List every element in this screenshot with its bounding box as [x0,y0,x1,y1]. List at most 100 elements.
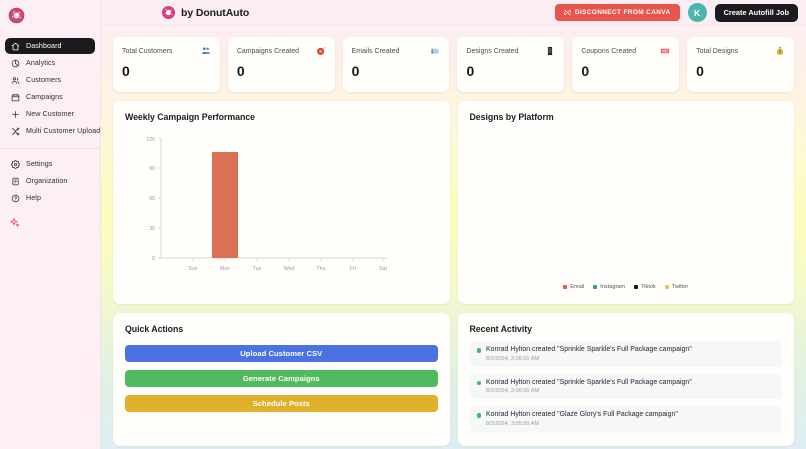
stat-head: Campaigns Created [237,46,326,56]
calendar-icon [11,93,20,101]
sidebar-item-organization[interactable]: Organization [5,173,95,189]
avatar-initial: K [693,7,701,18]
legend-label: Tiktok [641,284,656,290]
activity-body: Konrad Hylton created "Sprinkle Sparkle'… [486,379,692,395]
legend-label: Email [570,284,585,290]
legend-item-tiktok[interactable]: Tiktok [634,284,656,290]
activity-body: Konrad Hylton created "Glaze Glory's Ful… [486,411,678,427]
bar-mon[interactable] [212,152,238,258]
y-tick-label: 90 [149,166,155,172]
upload-customer-csv-label: Upload Customer CSV [240,349,323,358]
y-tick-label: 30 [149,226,155,232]
sidebar-item-customers[interactable]: Customers [5,72,95,88]
weekly-campaign-performance-panel: Weekly Campaign Performance [113,101,450,304]
x-tick-label: Fri [350,266,356,272]
bottom-row: Quick Actions Upload Customer CSV Genera… [113,313,794,446]
x-tick-label: Wed [284,266,295,272]
create-autofill-job-button[interactable]: Create Autofill Job [714,3,798,22]
sidebar-item-label: Multi Customer Upload [26,127,101,135]
sidebar-item-analytics[interactable]: Analytics [5,55,95,71]
dashboard-content: Total Customers 0 Campaigns Created [101,26,806,446]
target-icon [316,46,326,55]
sidebar-item-new-customer[interactable]: New Customer [5,106,95,122]
activity-text: Konrad Hylton created "Sprinkle Sparkle'… [486,346,692,353]
sidebar: Dashboard Analytics Customers Cam [0,0,101,449]
stat-label: Campaigns Created [236,47,299,55]
activity-timestamp: 8/2/2024, 3:05:59 AM [486,420,540,427]
activity-item[interactable]: Konrad Hylton created "Glaze Glory's Ful… [469,406,782,432]
generate-campaigns-button[interactable]: Generate Campaigns [125,370,438,387]
activity-timestamp: 8/2/2024, 3:06:00 AM [486,388,540,394]
disconnect-from-canva-button[interactable]: DISCONNECT FROM CANVA [554,4,680,21]
stat-label: Emails Created [351,47,400,55]
activity-text: Konrad Hylton created "Sprinkle Sparkle'… [486,378,692,386]
sidebar-item-label: Dashboard [26,42,62,50]
sidebar-item-label: Organization [26,177,68,185]
legend-item-email[interactable]: Email [563,284,584,290]
donut-logo-icon [8,7,25,23]
status-badge [476,348,481,353]
stat-card-campaigns-created: Campaigns Created 0 [227,37,335,92]
y-axis-ticks: 0 30 60 90 120 [146,137,161,262]
activity-item[interactable]: Konrad Hylton created "Sprinkle Sparkle'… [469,373,782,399]
activity-body: Konrad Hylton created "Sprinkle Sparkle'… [486,346,692,362]
sidebar-item-help[interactable]: Help [5,190,95,206]
shuffle-icon [11,127,20,135]
y-tick-label: 60 [149,196,155,202]
question-circle-icon [11,194,20,202]
x-axis-ticks: Sun Mon Tue Wed Thu Fri Sat [188,258,387,272]
bar-chart: 0 30 60 90 120 [125,122,438,293]
upload-customer-csv-button[interactable]: Upload Customer CSV [125,345,438,362]
sidebar-divider [0,148,100,149]
stat-label: Total Designs [696,47,739,55]
sidebar-item-label: Customers [26,76,62,84]
building-icon [12,177,19,185]
y-tick-label: 120 [146,137,155,143]
status-badge [476,380,481,385]
stat-card-coupons-created: Coupons Created 0 [572,37,680,92]
home-icon [11,42,20,50]
stat-value: 0 [581,63,590,79]
donut-logo-icon [161,5,176,20]
stat-card-emails-created: Emails Created 0 [342,37,450,92]
generate-campaigns-label: Generate Campaigns [242,374,320,383]
status-badge [476,413,481,418]
stat-head: Total Designs [696,46,785,56]
create-autofill-job-label: Create Autofill Job [723,8,789,17]
activity-item[interactable]: Konrad Hylton created "Sprinkle Sparkle'… [469,341,782,367]
sidebar-item-campaigns[interactable]: Campaigns [5,89,95,105]
email-icon [431,48,440,54]
recent-activity-panel: Recent Activity Konrad Hylton created "S… [457,313,794,446]
sidebar-item-label: Campaigns [26,93,63,101]
brand: by DonutAuto [161,5,249,20]
legend-item-twitter[interactable]: Twitter [664,284,688,290]
schedule-posts-button[interactable]: Schedule Posts [125,395,438,412]
mobile-icon [548,46,553,56]
sidebar-logo[interactable] [0,0,100,30]
legend-item-instagram[interactable]: Instagram [593,284,625,290]
panel-title: Quick Actions [125,324,184,334]
pie-chart: Email Instagram Tiktok [470,122,783,293]
sidebar-item-settings[interactable]: Settings [5,156,95,172]
sidebar-item-dashboard[interactable]: Dashboard [5,38,95,54]
avatar[interactable]: K [687,3,707,22]
designs-by-platform-panel: Designs by Platform Email Instagram [457,101,794,304]
stat-head: Emails Created [352,46,441,56]
legend-swatch [593,285,598,289]
legend-swatch [563,285,568,289]
charts-row: Weekly Campaign Performance [113,101,794,304]
stat-cards-row: Total Customers 0 Campaigns Created [113,37,794,92]
panel-title: Weekly Campaign Performance [125,112,256,122]
sidebar-item-multi-customer-upload[interactable]: Multi Customer Upload [5,123,100,139]
x-tick-label: Mon [220,266,230,272]
disconnect-label: DISCONNECT FROM CANVA [574,9,671,16]
sidebar-nav-primary: Dashboard Analytics Customers Cam [0,30,100,139]
moneybag-icon [776,47,784,55]
plus-icon [12,110,19,118]
pie-chart-icon [11,59,20,67]
sidebar-sparkle[interactable] [0,206,100,233]
stat-head: Coupons Created [581,46,670,56]
x-tick-label: Tue [253,266,262,272]
panel-title: Designs by Platform [469,112,554,122]
stat-head: Total Customers [122,46,211,56]
